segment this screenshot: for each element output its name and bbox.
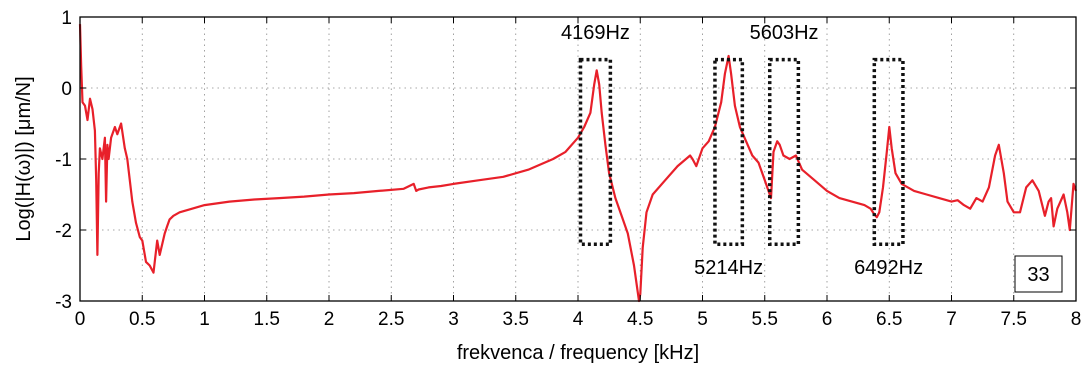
figure-badge-box xyxy=(1014,255,1063,293)
x-tick-label: 7 xyxy=(946,309,957,330)
x-tick-label: 1.5 xyxy=(254,309,280,330)
grid-lines xyxy=(80,17,1076,301)
y-tick-label: -1 xyxy=(55,150,72,171)
y-tick-label: -2 xyxy=(55,221,72,242)
peak-highlight-box xyxy=(713,57,745,246)
peak-frequency-label: 6492Hz xyxy=(854,257,923,279)
peak-frequency-label: 5214Hz xyxy=(694,257,763,279)
x-tick-label: 0.5 xyxy=(129,309,155,330)
y-tick-label: -3 xyxy=(55,292,72,313)
y-tick-label: 1 xyxy=(61,8,72,29)
peak-highlight-box xyxy=(578,57,613,246)
x-tick-label: 2.5 xyxy=(378,309,404,330)
peak-frequency-label: 4169Hz xyxy=(561,22,630,44)
x-axis-label: frekvenca / frequency [kHz] xyxy=(457,342,699,364)
y-tick-label: 0 xyxy=(61,79,72,100)
peak-frequency-label: 5603Hz xyxy=(750,22,819,44)
y-axis-label: Log(|H(ω)|) [μm/N] xyxy=(13,76,35,241)
peak-highlight-box xyxy=(767,57,801,246)
x-tick-label: 1 xyxy=(199,309,210,330)
x-tick-label: 8 xyxy=(1071,309,1082,330)
x-tick-label: 6 xyxy=(822,309,833,330)
x-tick-label: 5 xyxy=(697,309,708,330)
x-tick-label: 7.5 xyxy=(1001,309,1027,330)
x-tick-label: 6.5 xyxy=(876,309,902,330)
x-tick-label: 4 xyxy=(573,309,584,330)
x-tick-label: 5.5 xyxy=(752,309,778,330)
x-axis-ticks: 0 0.5 1 1.5 2 2.5 3 3.5 4 4.5 5 5.5 6 6.5 7 7.5 8 xyxy=(75,17,1082,330)
x-tick-label: 2 xyxy=(324,309,335,330)
figure-badge: 33 xyxy=(1014,255,1063,293)
annotation-layer: 4169Hz 5214Hz 5603Hz 6492Hz xyxy=(561,22,923,279)
figure-badge-number: 33 xyxy=(1027,264,1049,286)
x-tick-label: 3 xyxy=(448,309,459,330)
y-axis-ticks: 1 0 -1 -2 -3 xyxy=(55,8,1076,313)
peak-highlight-box xyxy=(872,57,905,246)
x-tick-label: 4.5 xyxy=(627,309,653,330)
x-tick-label: 0 xyxy=(75,309,86,330)
x-tick-label: 3.5 xyxy=(503,309,529,330)
